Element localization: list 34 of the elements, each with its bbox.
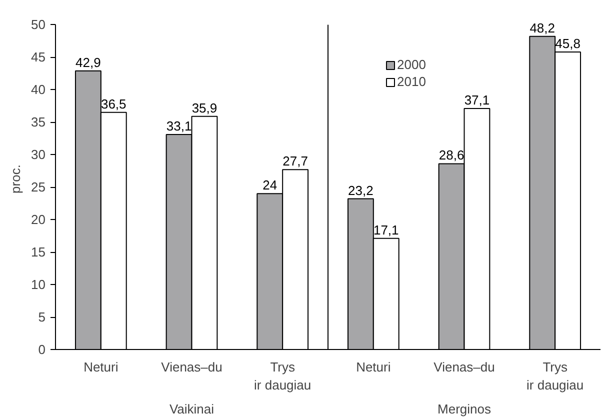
y-tick-label: 20 xyxy=(31,212,46,228)
y-tick-label: 40 xyxy=(31,82,46,98)
y-axis-title: proc. xyxy=(8,164,24,194)
y-tick-label: 25 xyxy=(31,180,46,195)
data-label: 33,1 xyxy=(166,118,192,134)
data-label: 37,1 xyxy=(464,92,490,108)
y-tick-label: 0 xyxy=(38,342,46,357)
text: Vaikinai xyxy=(169,402,214,416)
data-label: 42,9 xyxy=(76,54,101,70)
y-tick-label: 5 xyxy=(38,310,46,325)
data-label: 28,6 xyxy=(438,148,464,163)
y-tick-label: 10 xyxy=(31,277,46,292)
data-label: 48,2 xyxy=(530,20,556,36)
x-tick-label: Neturi xyxy=(84,360,118,374)
x-tick-label: Vienas–du xyxy=(161,360,222,374)
y-tick-label: 50 xyxy=(31,17,46,32)
legend-label: 2010 xyxy=(397,74,426,89)
data-label: 45,8 xyxy=(555,36,580,52)
data-label: 17,1 xyxy=(373,222,399,238)
text: Merginos xyxy=(438,402,492,416)
data-label: 27,7 xyxy=(282,154,308,169)
x-tick-label: Neturi xyxy=(356,360,391,374)
legend-label: 2000 xyxy=(397,57,426,72)
data-label: 36,5 xyxy=(100,96,126,112)
data-label: 24 xyxy=(262,178,278,193)
y-tick-label: 45 xyxy=(31,50,46,65)
data-label: 35,9 xyxy=(192,100,218,116)
x-tick-label: Vienas–du xyxy=(434,360,495,374)
x-tick-label: Trys ir daugiau xyxy=(526,360,584,392)
y-tick-label: 15 xyxy=(31,244,46,260)
y-tick-label: 35 xyxy=(31,114,46,130)
data-label: 23,2 xyxy=(348,182,374,198)
y-tick-label: 30 xyxy=(31,147,46,162)
x-tick-label: Trys ir daugiau xyxy=(254,360,312,392)
